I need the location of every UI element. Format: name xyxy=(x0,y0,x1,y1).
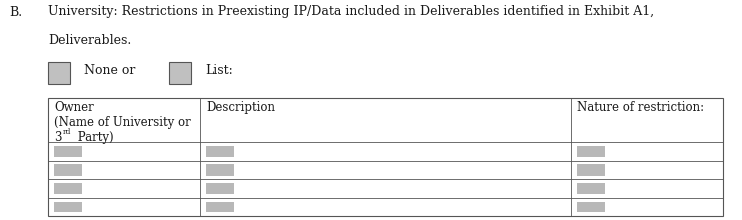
Text: Nature of restriction:: Nature of restriction: xyxy=(577,101,704,114)
Text: University: Restrictions in Preexisting IP/Data included in Deliverables identif: University: Restrictions in Preexisting … xyxy=(48,6,654,18)
Bar xyxy=(206,202,234,212)
Text: Deliverables.: Deliverables. xyxy=(48,34,131,47)
Bar xyxy=(54,202,82,212)
Text: None or: None or xyxy=(84,64,135,77)
Bar xyxy=(577,146,605,157)
Bar xyxy=(206,183,234,194)
Bar xyxy=(54,146,82,157)
Bar xyxy=(48,98,723,216)
Bar xyxy=(54,183,82,194)
Text: Description: Description xyxy=(206,101,275,114)
Bar xyxy=(54,164,82,176)
Bar xyxy=(169,62,191,84)
Bar xyxy=(577,183,605,194)
Text: (Name of University or: (Name of University or xyxy=(54,116,191,129)
Bar xyxy=(577,202,605,212)
Bar xyxy=(206,164,234,176)
Bar xyxy=(577,164,605,176)
Text: rd: rd xyxy=(63,128,71,136)
Text: Owner: Owner xyxy=(54,101,94,114)
Text: 3: 3 xyxy=(54,131,62,144)
Text: List:: List: xyxy=(205,64,232,77)
Text: B.: B. xyxy=(9,6,22,18)
Bar xyxy=(48,62,70,84)
Text: Party): Party) xyxy=(74,131,114,144)
Bar xyxy=(206,146,234,157)
